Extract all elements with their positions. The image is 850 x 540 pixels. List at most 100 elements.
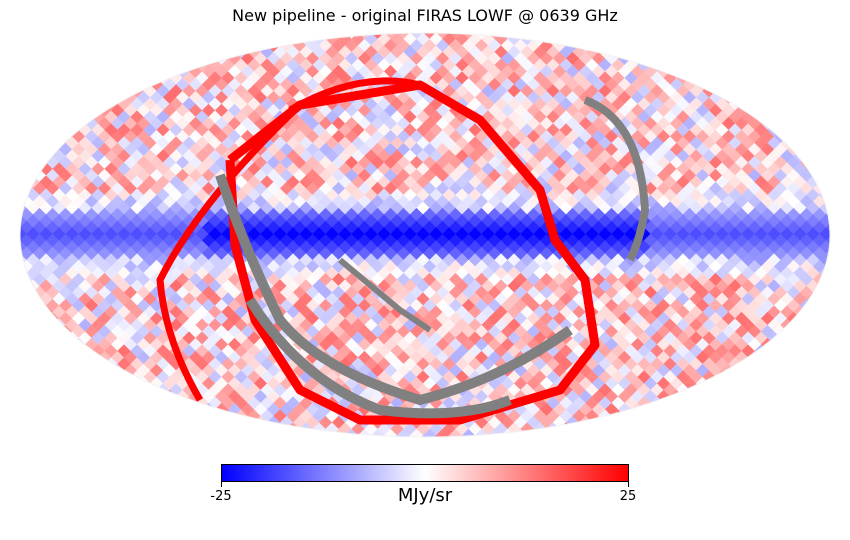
sky-pixel xyxy=(467,396,483,411)
sky-pixel xyxy=(298,123,314,138)
sky-pixel xyxy=(454,253,470,268)
sky-pixel xyxy=(545,305,561,320)
sky-pixel xyxy=(272,175,288,190)
sky-pixel xyxy=(591,311,606,327)
sky-pixel xyxy=(675,266,691,281)
sky-pixel xyxy=(337,422,353,437)
sky-pixel xyxy=(253,103,268,119)
sky-pixel xyxy=(454,227,470,242)
sky-pixel xyxy=(266,363,281,379)
sky-pixel xyxy=(623,357,639,372)
sky-pixel xyxy=(285,175,301,190)
sky-pixel xyxy=(64,292,80,307)
sky-pixel xyxy=(643,311,658,327)
sky-pixel xyxy=(727,344,743,359)
sky-pixel xyxy=(168,279,184,294)
sky-pixel xyxy=(84,337,99,353)
sky-pixel xyxy=(428,97,444,112)
sky-pixel xyxy=(480,357,496,372)
sky-pixel xyxy=(539,259,554,275)
sky-pixel xyxy=(519,370,535,385)
sky-pixel xyxy=(110,337,125,353)
sky-pixel xyxy=(318,207,333,223)
sky-pixel xyxy=(422,142,437,158)
sky-pixel xyxy=(188,337,203,353)
sky-pixel xyxy=(474,337,489,353)
sky-pixel xyxy=(636,357,652,372)
sky-pixel xyxy=(20,259,34,275)
sky-pixel xyxy=(253,246,268,262)
masked-arc-center xyxy=(338,257,432,333)
sky-pixel xyxy=(383,116,398,132)
sky-pixel xyxy=(292,220,307,236)
sky-pixel xyxy=(656,337,671,353)
sky-pixel xyxy=(305,155,320,171)
sky-pixel xyxy=(227,402,242,418)
sky-pixel xyxy=(103,305,119,320)
sky-pixel xyxy=(149,324,164,340)
sky-pixel xyxy=(682,259,697,275)
sky-pixel xyxy=(363,110,379,125)
sky-pixel xyxy=(376,422,392,437)
sky-pixel xyxy=(214,311,229,327)
sky-pixel xyxy=(389,227,405,242)
sky-pixel xyxy=(298,58,314,73)
sky-pixel xyxy=(571,409,587,424)
sky-pixel xyxy=(272,149,288,164)
sky-pixel xyxy=(38,279,54,294)
sky-pixel xyxy=(818,279,830,294)
sky-pixel xyxy=(409,272,424,288)
sky-pixel xyxy=(526,415,541,431)
sky-pixel xyxy=(571,331,587,346)
sky-pixel xyxy=(565,272,580,288)
sky-pixel xyxy=(344,155,359,171)
sky-pixel xyxy=(428,357,444,372)
sky-pixel xyxy=(428,279,444,294)
sky-pixel xyxy=(350,97,366,112)
sky-pixel xyxy=(649,253,665,268)
sky-pixel xyxy=(396,168,411,184)
sky-pixel xyxy=(415,136,431,151)
sky-pixel xyxy=(623,396,639,411)
sky-pixel xyxy=(643,324,658,340)
sky-pixel xyxy=(90,305,106,320)
sky-pixel xyxy=(604,298,619,314)
sky-pixel xyxy=(708,324,723,340)
sky-pixel xyxy=(649,305,665,320)
sky-pixel xyxy=(578,324,593,340)
sky-pixel xyxy=(129,253,145,268)
sky-pixel xyxy=(103,266,119,281)
sky-pixel xyxy=(643,376,658,392)
sky-pixel xyxy=(324,370,340,385)
sky-pixel xyxy=(389,188,405,203)
sky-pixel xyxy=(350,45,366,60)
sky-pixel xyxy=(71,246,86,262)
sky-pixel xyxy=(279,220,294,236)
sky-pixel xyxy=(285,71,301,86)
sky-pixel xyxy=(97,324,112,340)
masked-arc-outer xyxy=(245,297,512,419)
sky-pixel xyxy=(292,389,307,405)
sky-pixel xyxy=(604,272,619,288)
sky-pixel xyxy=(740,253,756,268)
sky-pixel xyxy=(155,253,171,268)
sky-pixel xyxy=(285,279,301,294)
sky-pixel xyxy=(643,285,658,301)
sky-pixel xyxy=(266,51,281,67)
sky-pixel xyxy=(734,246,749,262)
sky-pixel xyxy=(519,344,535,359)
sky-pixel xyxy=(675,370,691,385)
sky-pixel xyxy=(214,389,229,405)
sky-pixel xyxy=(662,279,678,294)
sky-pixel xyxy=(350,58,366,73)
sky-pixel xyxy=(376,58,392,73)
sky-pixel xyxy=(51,279,67,294)
sky-pixel xyxy=(480,344,496,359)
sky-pixel xyxy=(389,279,405,294)
sky-pixel xyxy=(701,292,717,307)
sky-pixel xyxy=(773,285,788,301)
sky-pixel xyxy=(298,331,314,346)
sky-pixel xyxy=(578,376,593,392)
sky-pixel xyxy=(259,45,275,60)
sky-pixel xyxy=(32,259,47,275)
